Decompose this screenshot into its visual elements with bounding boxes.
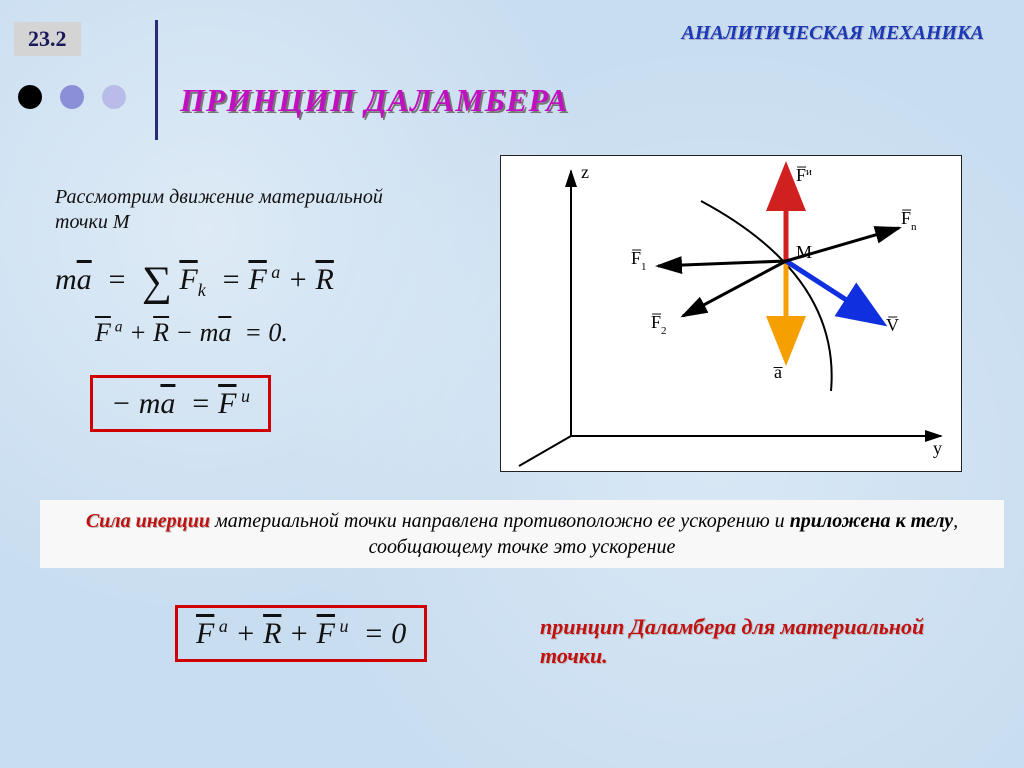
page-title: ПРИНЦИП ДАЛАМБЕРА: [180, 82, 569, 119]
statement-highlight: Сила инерции: [86, 510, 210, 532]
svg-text:V̅: V̅: [886, 315, 899, 335]
principle-label: принцип Даламбера для материальной точки…: [540, 613, 960, 670]
svg-text:F̅1: F̅1: [631, 248, 647, 273]
point-m-label: M: [796, 242, 812, 262]
intro-text: Рассмотрим движение материальной точки М: [55, 185, 395, 235]
diagram-svg: z y M F̅и a̅ V̅ F̅n F̅1 F̅2: [501, 156, 961, 471]
equation-1: ma = ∑ Fk = F a + R: [55, 258, 334, 306]
section-number: 23.2: [14, 22, 81, 56]
svg-text:F̅2: F̅2: [651, 312, 667, 337]
svg-text:F̅n: F̅n: [901, 208, 917, 233]
subject-header: АНАЛИТИЧЕСКАЯ МЕХАНИКА: [682, 22, 984, 45]
equation-4-boxed: F a + R + F и = 0: [175, 605, 427, 662]
equation-2: F a + R − ma = 0.: [95, 318, 288, 348]
svg-text:a̅: a̅: [773, 362, 783, 382]
dot-1: [18, 85, 42, 109]
axis-z-label: z: [581, 162, 589, 182]
axis-y-label: y: [933, 438, 942, 458]
dot-3: [102, 85, 126, 109]
inertia-statement: Сила инерции материальной точки направле…: [40, 500, 1004, 568]
svg-text:F̅и: F̅и: [796, 165, 812, 185]
dot-2: [60, 85, 84, 109]
equation-3-boxed: − ma = F и: [90, 375, 271, 432]
vertical-rule: [155, 20, 158, 140]
decorative-dots: [18, 85, 126, 109]
force-diagram: z y M F̅и a̅ V̅ F̅n F̅1 F̅2: [500, 155, 962, 472]
